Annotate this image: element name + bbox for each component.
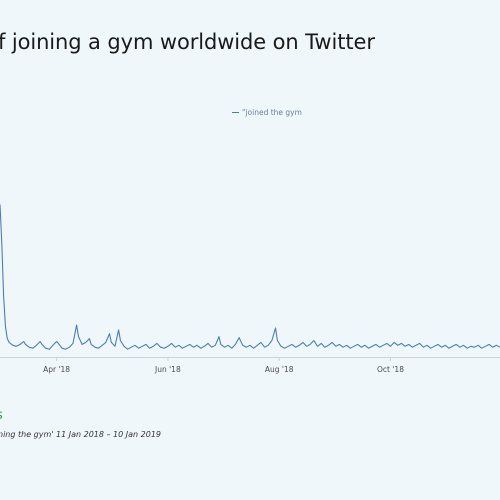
chart-title: f joining a gym worldwide on Twitter [0, 30, 375, 54]
chart-legend[interactable]: "joined the gym [232, 108, 302, 117]
legend-swatch [232, 111, 239, 114]
footer-brand: s [0, 408, 3, 423]
legend-label: "joined the gym [242, 108, 302, 117]
footer-caption: ning the gym' 11 Jan 2018 – 10 Jan 2019 [0, 430, 162, 439]
x-axis-ticks: Apr '18 Jun '18 Aug '18 Oct '18 [43, 357, 404, 374]
x-tick-label: Oct '18 [377, 365, 404, 374]
x-tick-label: Jun '18 [154, 365, 181, 374]
x-tick-label: Apr '18 [43, 365, 70, 374]
x-tick-label: Aug '18 [265, 365, 294, 374]
series-line-joined-the-gym [0, 204, 500, 350]
